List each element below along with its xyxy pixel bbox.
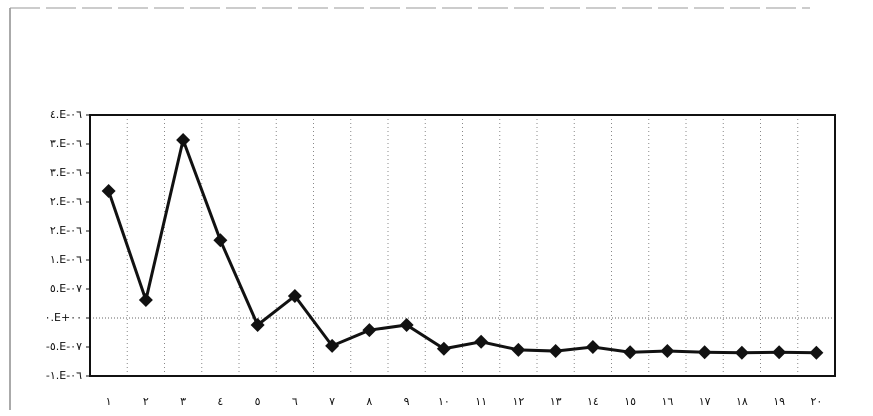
x-tick-label: ٢٠ <box>810 395 822 408</box>
y-tick-label: ٢.E-٠٦ <box>50 224 82 237</box>
x-tick-label: ١٣ <box>550 395 562 408</box>
data-point <box>511 342 526 357</box>
y-tick-label: ٠.E+٠٠ <box>45 311 82 324</box>
x-tick-label: ١٨ <box>736 395 748 408</box>
x-tick-label: ٧ <box>329 395 335 408</box>
data-point <box>325 338 340 353</box>
x-tick-label: ١٩ <box>773 395 785 408</box>
data-point <box>474 334 489 349</box>
data-point <box>399 317 414 332</box>
data-point <box>362 323 377 338</box>
x-tick-label: ٤ <box>217 395 223 408</box>
data-point <box>138 293 153 308</box>
x-tick-label: ١٠ <box>438 395 450 408</box>
data-point <box>176 132 191 147</box>
x-tick-label: ٥ <box>255 395 261 408</box>
data-point <box>436 341 451 356</box>
y-tick-label: ١.E-٠٦ <box>50 253 82 266</box>
y-tick-label: -١.E-٠٦ <box>46 369 82 382</box>
x-tick-label: ٦ <box>292 395 298 408</box>
data-point <box>772 345 787 360</box>
y-tick-label: ٥.E-٠٧ <box>50 282 82 295</box>
x-tick-label: ٩ <box>404 395 410 408</box>
data-point <box>809 345 824 360</box>
x-tick-label: ١٧ <box>699 395 711 408</box>
y-tick-label: -٥.E-٠٧ <box>46 340 82 353</box>
data-point <box>287 288 302 303</box>
data-point <box>548 344 563 359</box>
data-point <box>250 317 265 332</box>
x-tick-label: ١٦ <box>661 395 673 408</box>
data-point <box>734 345 749 360</box>
data-point <box>585 340 600 354</box>
x-tick-label: ٨ <box>366 395 372 408</box>
x-tick-label: ٢ <box>143 395 149 408</box>
data-point <box>213 233 228 248</box>
x-tick-label: ١٢ <box>512 395 524 408</box>
y-tick-label: ٤.E-٠٦ <box>50 108 82 121</box>
x-tick-label: ١١ <box>475 395 487 408</box>
y-tick-label: ٣.E-٠٦ <box>50 166 82 179</box>
x-tick-label: ١٥ <box>624 395 636 408</box>
data-point <box>697 345 712 360</box>
plot-frame <box>89 114 836 377</box>
x-tick-label: ١٤ <box>587 395 599 408</box>
data-point <box>101 183 116 198</box>
x-tick-label: ١ <box>106 395 112 408</box>
y-tick-label: ٢.E-٠٦ <box>50 195 82 208</box>
x-tick-label: ٣ <box>180 395 186 408</box>
data-point <box>623 345 638 360</box>
data-point <box>660 344 675 359</box>
y-tick-label: ٣.E-٠٦ <box>50 137 82 150</box>
